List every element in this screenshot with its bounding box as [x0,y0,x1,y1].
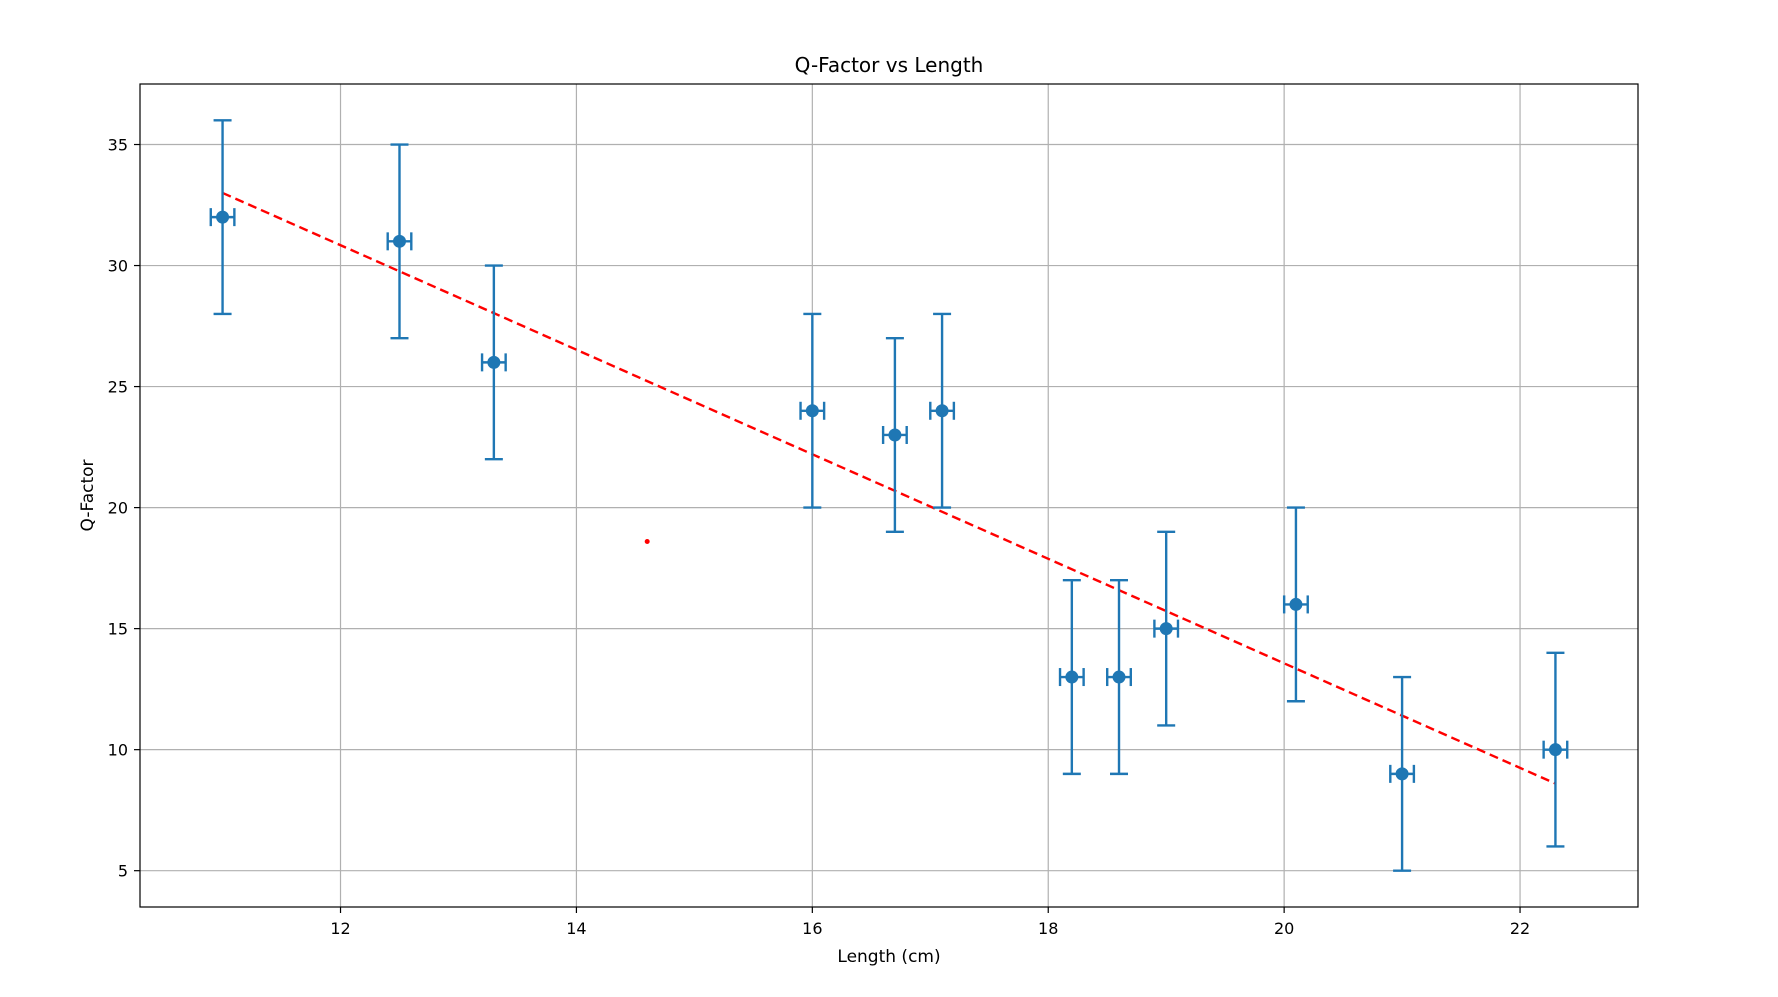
data-point [216,210,230,224]
data-point-group [1542,651,1569,848]
fit-line [222,191,1556,785]
x-axis-label: Length (cm) [837,947,940,967]
data-point [392,234,406,248]
chart-title: Q-Factor vs Length [795,53,984,77]
x-tick-label: 20 [1274,919,1294,938]
data-point-group [929,312,956,509]
data-point [1289,597,1303,611]
y-tick-label: 35 [108,136,128,155]
data-point-group [1106,579,1133,776]
x-tick-label: 22 [1510,919,1530,938]
data-point-group [799,312,826,509]
x-tick-label: 16 [802,919,822,938]
y-tick-label: 15 [108,620,128,639]
data-point-group [1389,675,1416,872]
data-point [935,404,949,418]
y-tick-label: 25 [108,378,128,397]
y-ticks: 5 10 15 20 25 30 35 [108,136,140,881]
x-ticks: 12 14 16 18 20 22 [330,907,1530,938]
plot-frame [139,83,1639,908]
x-tick-label: 14 [566,919,586,938]
data-point-group [209,119,236,316]
data-point [1548,743,1562,757]
data-point [1395,767,1409,781]
data-point [1112,670,1126,684]
data-point-group [1282,506,1309,703]
data-point [1159,622,1173,636]
y-tick-label: 20 [108,499,128,518]
data-point [888,428,902,442]
data-point-group [881,336,908,534]
stray-dot [644,538,650,544]
x-tick-label: 18 [1038,919,1058,938]
annotations-group [644,538,650,544]
grid [140,84,1638,907]
data-points-group [209,119,1569,872]
data-point-group [1153,530,1180,727]
y-tick-label: 10 [108,741,128,760]
data-point [487,355,501,369]
fit-line-group [222,191,1556,785]
data-point-group [386,143,413,340]
data-point-group [480,264,507,461]
y-axis-label: Q-Factor [78,459,98,531]
x-tick-label: 12 [330,919,350,938]
data-point [805,404,819,418]
data-point [1065,670,1079,684]
data-point-group [1058,579,1085,776]
y-tick-label: 30 [108,257,128,276]
y-tick-label: 5 [118,862,128,881]
